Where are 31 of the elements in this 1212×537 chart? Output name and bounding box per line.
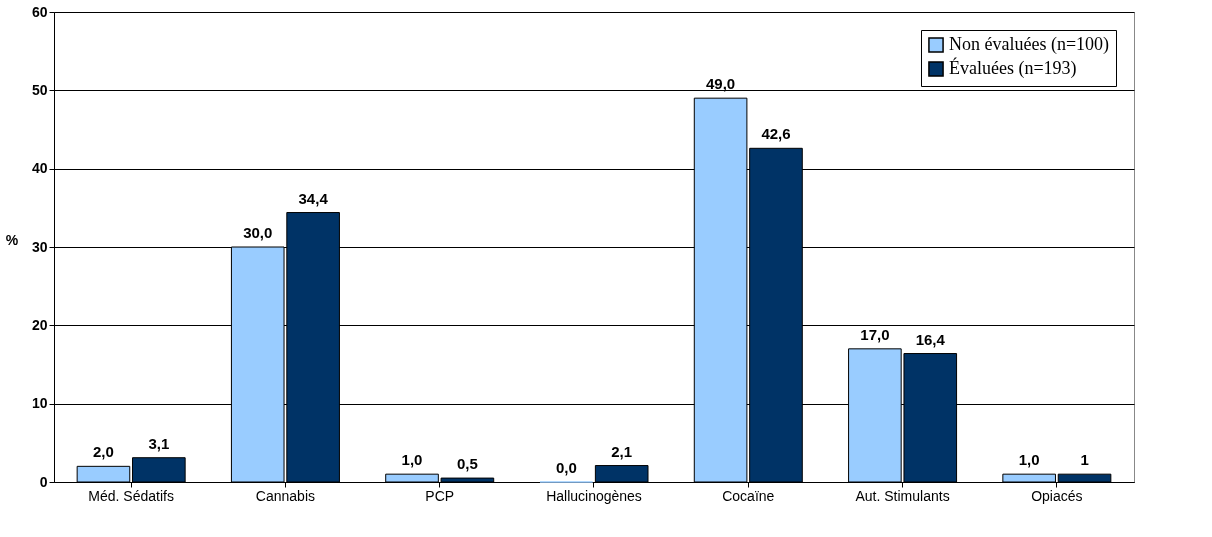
data-label: 2,1 — [611, 442, 633, 460]
x-tick-label: Cannabis — [255, 487, 316, 504]
data-label: 0,0 — [555, 459, 577, 476]
data-label: 1,0 — [401, 451, 423, 469]
y-tick-label: 40 — [31, 160, 48, 177]
y-tick-label: 30 — [31, 238, 48, 255]
legend-label: Non évaluées (n=100) — [949, 34, 1110, 55]
data-label: 34,4 — [298, 189, 329, 207]
data-label: 42,6 — [761, 125, 791, 143]
data-label: 1,0 — [1018, 451, 1040, 469]
data-label: 30,0 — [243, 224, 273, 241]
legend-label: Évaluées (n=193) — [949, 57, 1077, 79]
data-label: 49,0 — [705, 75, 736, 93]
y-tick-label: 50 — [31, 81, 48, 98]
data-label: 3,1 — [148, 434, 170, 452]
y-tick-label: 10 — [31, 395, 48, 412]
x-tick-label: PCP — [425, 487, 455, 504]
x-tick-label: Hallucinogènes — [546, 487, 642, 504]
data-label: 0,5 — [456, 455, 478, 473]
x-tick-label: Aut. Stimulants — [855, 487, 950, 504]
y-tick-label: 0 — [39, 473, 48, 490]
x-tick-label: Cocaïne — [722, 487, 775, 504]
data-label: 17,0 — [860, 325, 890, 343]
y-tick-label: 60 — [31, 3, 48, 20]
x-tick-label: Méd. Sédatifs — [88, 487, 174, 504]
data-label: 1 — [1080, 451, 1089, 469]
y-axis-title: % — [5, 231, 19, 248]
x-tick-label: Opiacés — [1031, 487, 1083, 504]
y-tick-label: 20 — [31, 316, 48, 333]
data-label: 2,0 — [93, 443, 114, 461]
data-label: 16,4 — [915, 330, 946, 348]
